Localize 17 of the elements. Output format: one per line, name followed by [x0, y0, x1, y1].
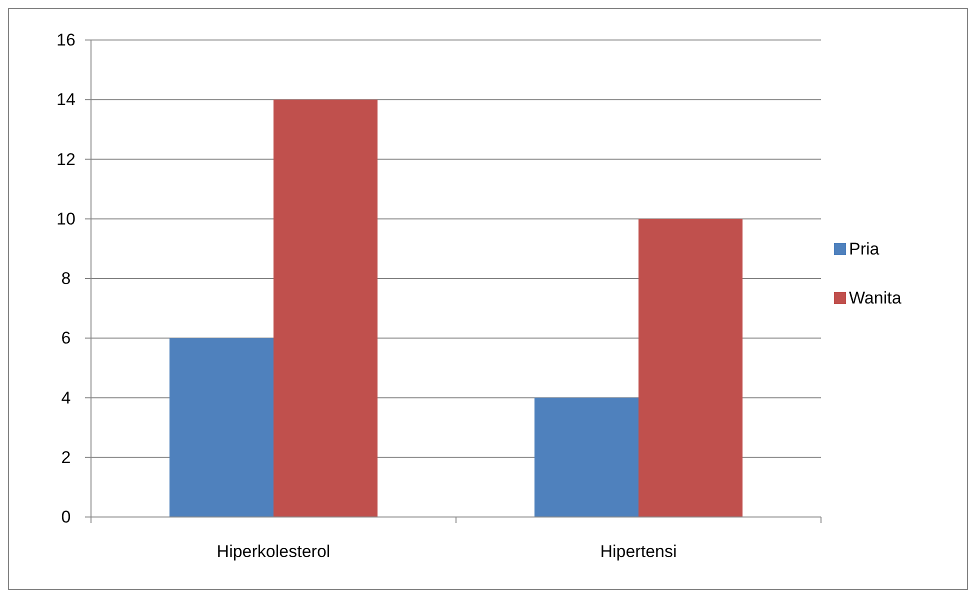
y-tick-label: 8 — [61, 269, 71, 288]
y-tick-label: 2 — [61, 448, 71, 467]
y-tick-label: 6 — [61, 328, 71, 348]
y-tick-label: 0 — [61, 508, 71, 526]
y-tick-label: 12 — [56, 150, 76, 169]
x-tick-label: Hiperkolesterol — [216, 542, 330, 561]
bar — [638, 218, 743, 517]
y-tick-label: 4 — [61, 388, 71, 408]
legend-label: Wanita — [849, 288, 902, 308]
y-tick-label: 16 — [56, 30, 76, 50]
x-tick-label: Hipertensi — [600, 542, 677, 561]
y-tick-label: 14 — [56, 90, 76, 110]
bar — [534, 398, 638, 517]
y-tick-label: 10 — [56, 209, 76, 228]
legend-label: Pria — [849, 240, 880, 258]
bar — [274, 100, 378, 517]
bar — [169, 338, 274, 517]
